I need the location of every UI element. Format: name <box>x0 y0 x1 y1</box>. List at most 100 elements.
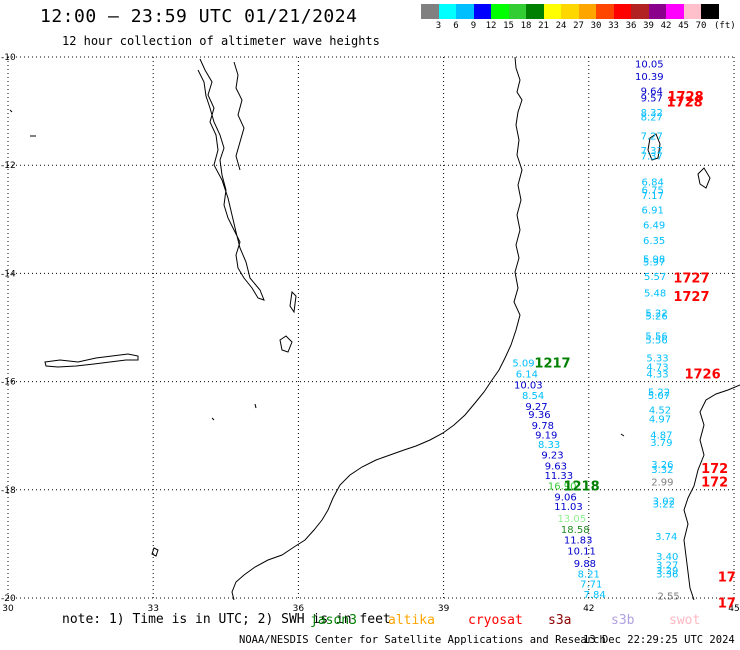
wave-height-value: 2.55 <box>658 591 680 602</box>
color-swatch-15 <box>683 4 701 19</box>
color-swatch-16 <box>701 4 719 19</box>
wave-height-value: 9.63 <box>545 461 567 472</box>
lake-kariba-shore <box>44 353 139 368</box>
wave-height-value: 7.37 <box>641 151 663 162</box>
color-scale-tick: 30 <box>590 21 602 31</box>
lon-label: 42 <box>583 604 594 614</box>
small-island-6 <box>620 433 625 437</box>
wave-height-value: 6.91 <box>642 206 664 217</box>
legend-source-altika: altika <box>388 613 435 628</box>
wave-height-value: 13.05 <box>558 514 587 525</box>
pass-time-label: 1218 <box>563 479 599 494</box>
wave-height-value: 11.83 <box>564 536 593 547</box>
lon-label: 33 <box>147 604 158 614</box>
footer-credit: NOAA/NESDIS Center for Satellite Applica… <box>239 634 606 646</box>
color-swatch-1 <box>438 4 456 19</box>
comoros-island-1 <box>647 133 661 161</box>
lat-label: -20 <box>1 594 16 604</box>
color-scale-tick: 33 <box>608 21 619 31</box>
color-scale-tick: 18 <box>520 21 532 31</box>
color-swatch-6 <box>526 4 544 19</box>
page-title: 12:00 – 23:59 UTC 01/21/2024 <box>40 6 358 27</box>
wave-height-value: 16.90 <box>548 481 577 492</box>
wave-height-value: 8.27 <box>641 113 663 124</box>
wave-height-value: 5.33 <box>646 353 668 364</box>
lon-label: 36 <box>293 604 305 614</box>
wave-height-measurements: 10.05 10.39 9.649.57 8.328.27 7.27 7.377.37 6.… <box>512 59 679 602</box>
wave-height-value: 3.27 <box>656 560 678 571</box>
lake-malawi-east-shore <box>233 61 245 171</box>
wave-height-value: 4.52 <box>649 406 671 417</box>
wave-height-value: 3.29 <box>656 566 678 577</box>
wave-height-value: 4.73 <box>646 362 668 373</box>
longitude-labels: 30 33 36 39 42 45 <box>2 604 739 614</box>
wave-height-value: 4.97 <box>649 414 671 425</box>
mozambique-coastline <box>231 56 523 601</box>
color-swatch-12 <box>631 4 649 19</box>
legend-source-s3a: s3a <box>548 613 572 628</box>
wave-height-value: 3.74 <box>655 532 677 543</box>
legend-note: note: 1) Time is in UTC; 2) SWH is in fe… <box>62 612 391 627</box>
color-swatch-8 <box>561 4 579 19</box>
footer-timestamp: 13 Dec 22:29:25 UTC 2024 <box>583 634 735 646</box>
wave-height-value: 9.64 <box>641 87 663 98</box>
color-swatch-13 <box>648 4 666 19</box>
wave-height-value: 3.32 <box>651 465 673 476</box>
small-island-2 <box>9 109 13 113</box>
lon-label: 45 <box>728 604 739 614</box>
color-scale-tick: 70 <box>695 21 707 31</box>
wave-height-value: 6.49 <box>643 221 665 232</box>
pass-time-label: 1727 <box>673 290 709 305</box>
wave-height-value: 7.27 <box>641 131 663 142</box>
lat-label: -16 <box>1 378 16 388</box>
wave-height-value: 5.98 <box>643 254 665 265</box>
inland-water <box>289 290 297 314</box>
madagascar-west-coastline <box>683 384 740 601</box>
legend-source-cryosat: cryosat <box>468 613 523 628</box>
wave-height-value: 5.56 <box>645 335 667 346</box>
pass-time-label: 1728 <box>668 90 704 105</box>
color-scale-tick: 3 <box>435 21 442 31</box>
wave-height-value: 8.33 <box>538 440 560 451</box>
pass-time-label: 1727 <box>673 272 709 287</box>
wave-height-value: 2.99 <box>651 478 673 489</box>
lon-label: 30 <box>2 604 14 614</box>
wave-height-value: 9.06 <box>554 492 576 503</box>
color-scale-tick: 9 <box>470 21 477 31</box>
color-scale-tick: 36 <box>625 21 637 31</box>
wave-height-value: 7.84 <box>583 590 605 601</box>
small-island-5 <box>211 417 215 421</box>
color-swatch-0 <box>421 4 439 19</box>
wave-height-value: 3.02 <box>653 497 675 508</box>
wave-height-value: 9.36 <box>528 410 550 421</box>
color-scale-labels: 3 6 9 12 15 18 21 24 27 30 33 36 39 42 45 70 <box>421 21 731 33</box>
lat-label: -12 <box>1 161 16 171</box>
wave-height-value: 9.23 <box>541 451 563 462</box>
wave-height-value: 5.09 <box>512 359 534 370</box>
wave-height-value: 5.97 <box>643 257 665 268</box>
color-scale-unit: (ft) <box>714 21 736 31</box>
pass-time-label: 1217 <box>534 357 570 372</box>
wave-height-value: 4.33 <box>646 369 668 380</box>
color-swatch-14 <box>666 4 684 19</box>
coastline <box>9 56 740 601</box>
color-swatch-9 <box>578 4 596 19</box>
wave-height-value: 5.22 <box>645 308 667 319</box>
pass-time-label: 172 <box>701 476 728 491</box>
wave-height-value: 3.26 <box>651 460 673 471</box>
wave-height-value: 5.22 <box>648 387 670 398</box>
lake-malawi-shore <box>197 58 265 301</box>
wave-height-value: 7.37 <box>641 146 663 157</box>
wave-height-value: 3.22 <box>653 499 675 510</box>
wave-height-value: 18.58 <box>561 525 590 536</box>
wave-height-value: 6.84 <box>642 177 664 188</box>
color-scale-tick: 21 <box>538 21 549 31</box>
wave-height-value: 11.03 <box>554 502 583 513</box>
wave-height-value: 7.71 <box>580 579 602 590</box>
legend-source-s3b: s3b <box>611 613 635 628</box>
wave-height-value: 5.56 <box>645 332 667 343</box>
pass-time-label: 17 <box>718 570 736 585</box>
wave-height-value: 6.14 <box>516 369 538 380</box>
